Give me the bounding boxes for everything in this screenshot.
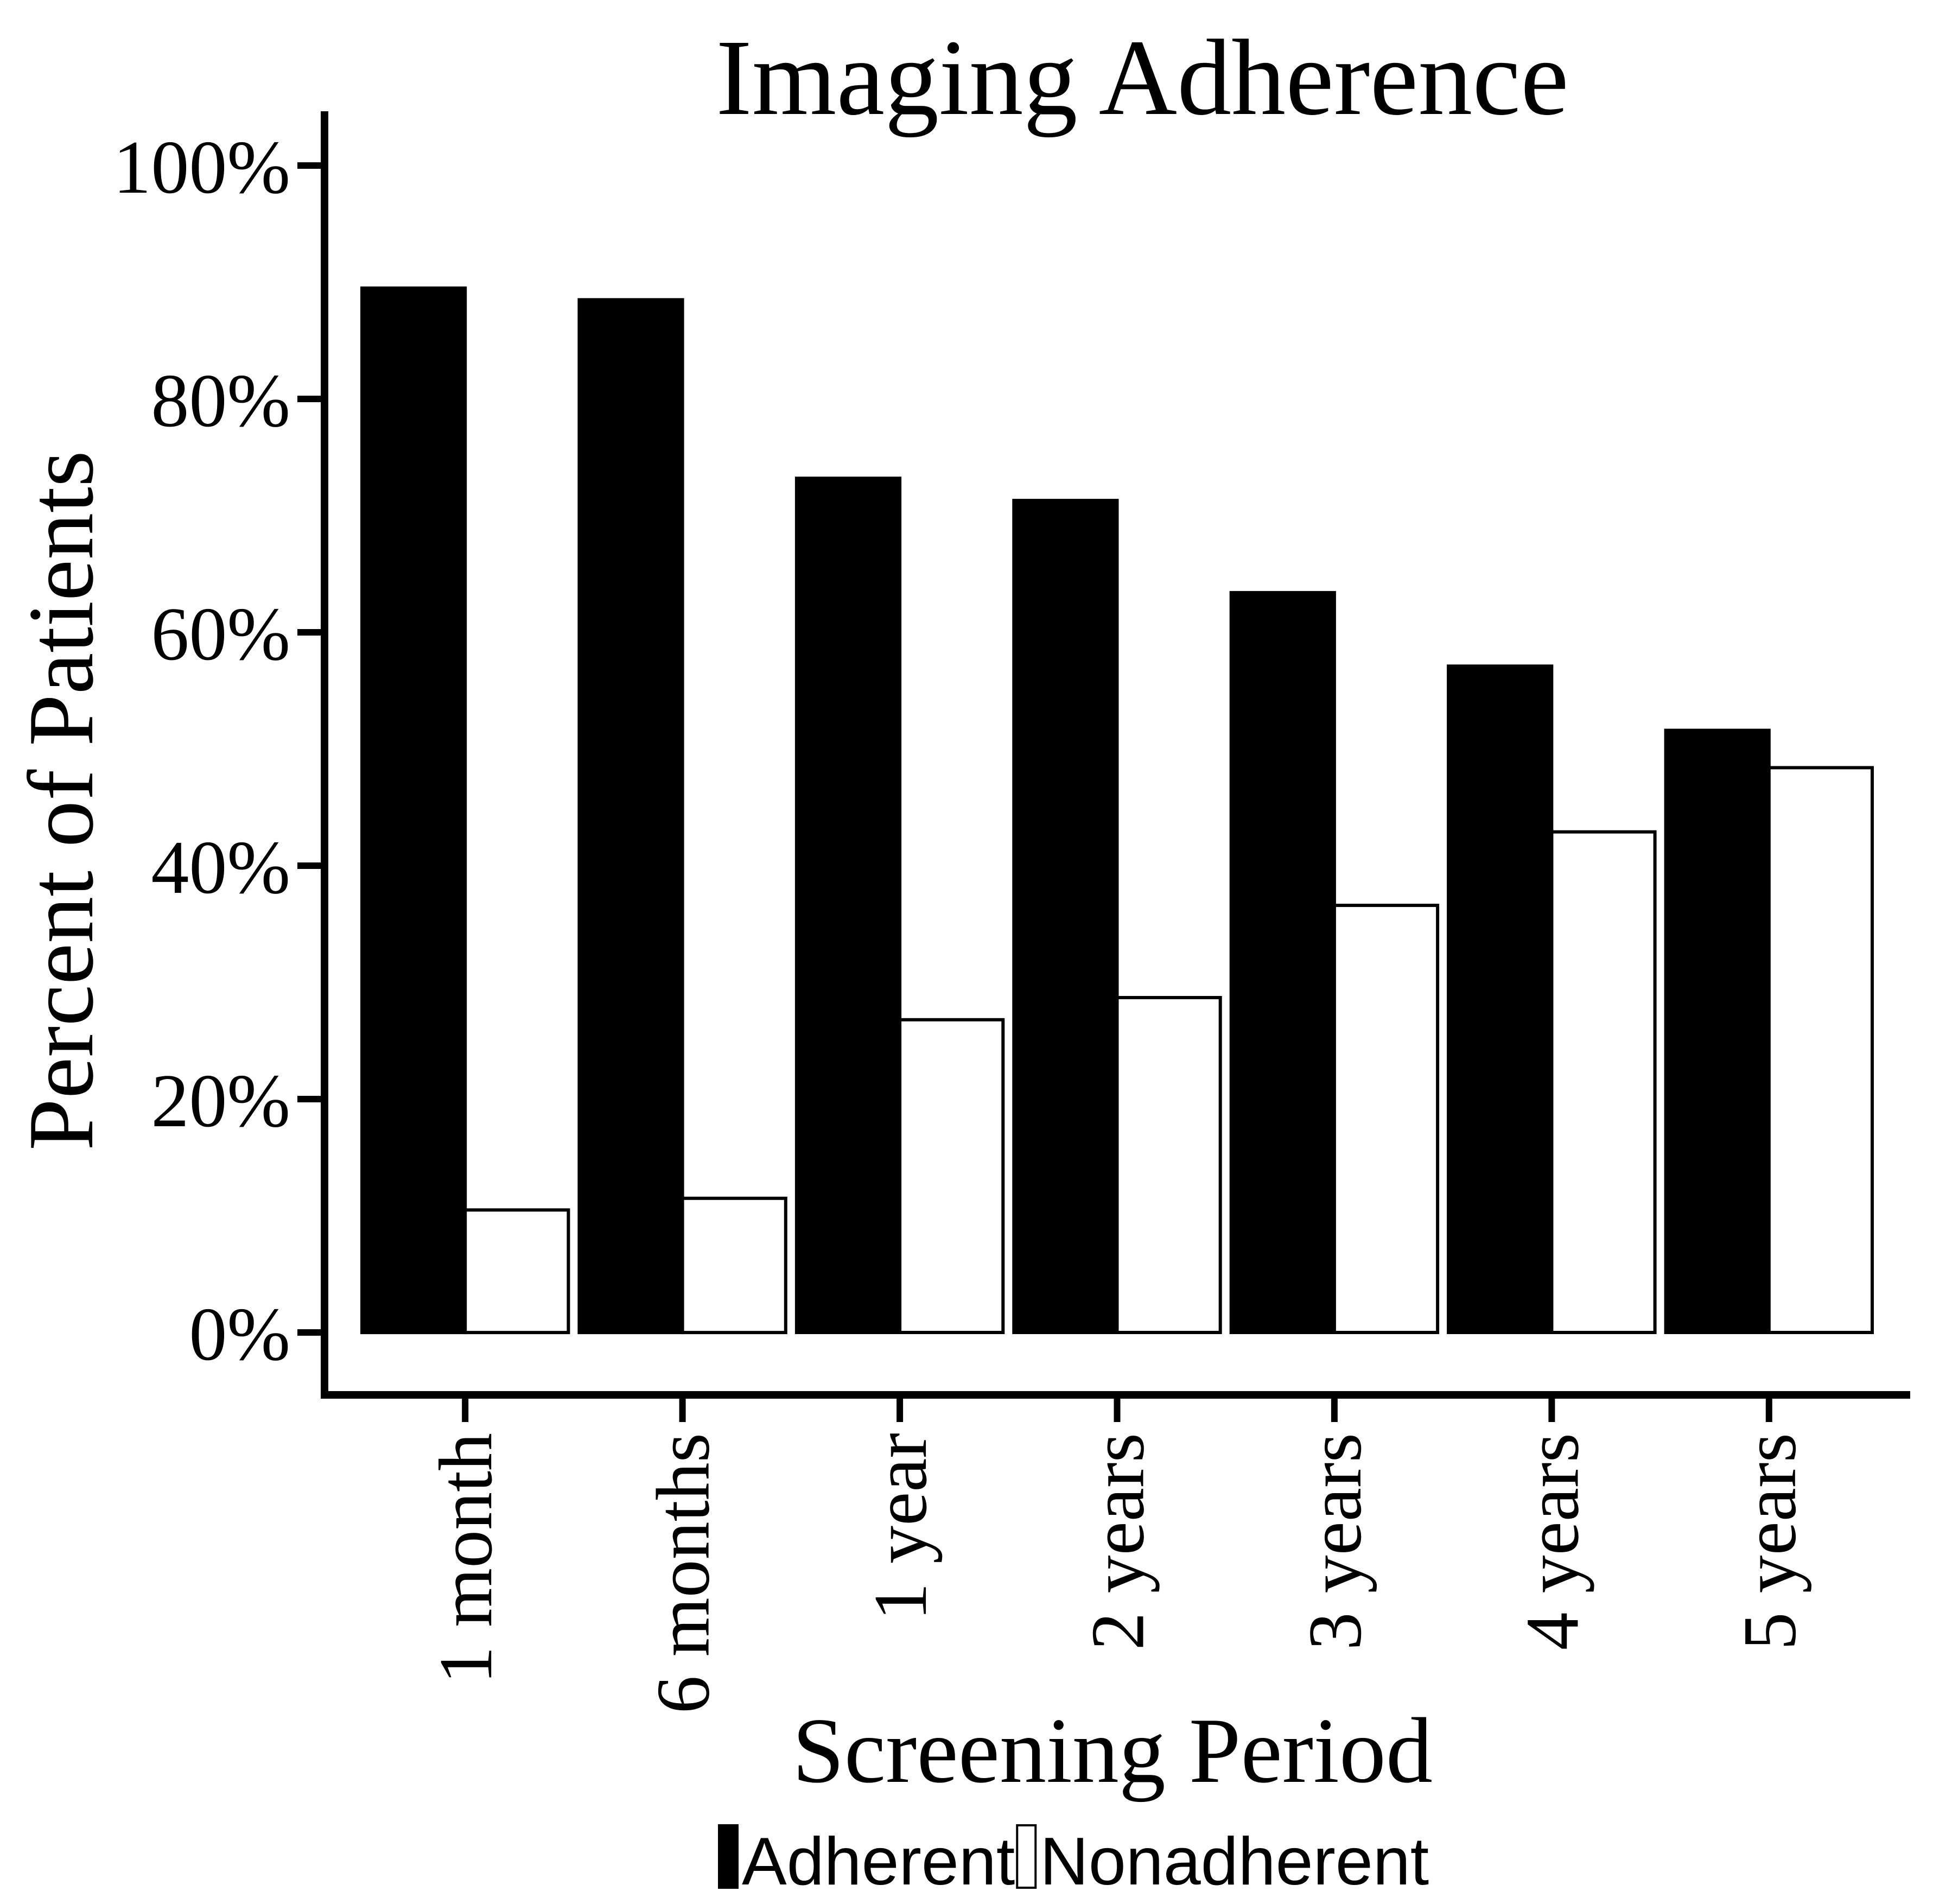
y-tick-label: 0% <box>189 1292 290 1376</box>
x-tick-label: 2 years <box>1076 1433 1160 1650</box>
y-axis-label: Percent of Patients <box>10 450 113 1151</box>
x-axis-label: Screening Period <box>792 1699 1433 1803</box>
x-tick-label: 3 years <box>1293 1433 1377 1650</box>
x-tick-label: 5 years <box>1728 1433 1812 1650</box>
y-tick-label: 40% <box>151 826 290 910</box>
bar-adherent-4 <box>1012 499 1119 1334</box>
legend-label-adherent: Adherent <box>742 1824 1015 1899</box>
bar-adherent-5 <box>1229 591 1336 1334</box>
y-tick-label: 20% <box>151 1059 290 1143</box>
y-tick-label: 100% <box>113 125 290 210</box>
chart-title: Imaging Adherence <box>716 18 1569 138</box>
bar-nonadherent-6 <box>1550 830 1657 1334</box>
y-ticks: 0% 20% 40% 60% 80% 100% <box>113 125 325 1376</box>
x-tick-label: 6 months <box>641 1433 726 1713</box>
x-tick-label: 1 year <box>859 1433 943 1621</box>
legend: Adherent Nonadherent <box>718 1824 1429 1899</box>
bar-adherent-3 <box>794 477 902 1335</box>
bar-nonadherent-7 <box>1767 766 1874 1334</box>
bar-adherent-7 <box>1664 728 1771 1334</box>
bar-adherent-1 <box>360 286 467 1335</box>
x-ticks: 1 month 6 months 1 year 2 years 3 years 4 yea… <box>424 1395 1812 1713</box>
bar-nonadherent-2 <box>681 1196 787 1335</box>
y-tick-label: 60% <box>151 592 290 676</box>
x-tick-label: 4 years <box>1510 1433 1594 1650</box>
bar-adherent-2 <box>577 298 684 1335</box>
bar-nonadherent-4 <box>1115 996 1222 1334</box>
legend-swatch-nonadherent <box>1016 1824 1037 1889</box>
bar-nonadherent-3 <box>898 1018 1005 1335</box>
bar-nonadherent-5 <box>1332 904 1440 1334</box>
bars-layer <box>360 286 1874 1335</box>
y-tick-label: 80% <box>151 359 290 443</box>
legend-swatch-adherent <box>718 1824 739 1889</box>
bar-nonadherent-1 <box>463 1208 570 1335</box>
x-tick-label: 1 month <box>424 1433 508 1684</box>
legend-label-nonadherent: Nonadherent <box>1040 1824 1429 1899</box>
bar-adherent-6 <box>1447 664 1554 1334</box>
